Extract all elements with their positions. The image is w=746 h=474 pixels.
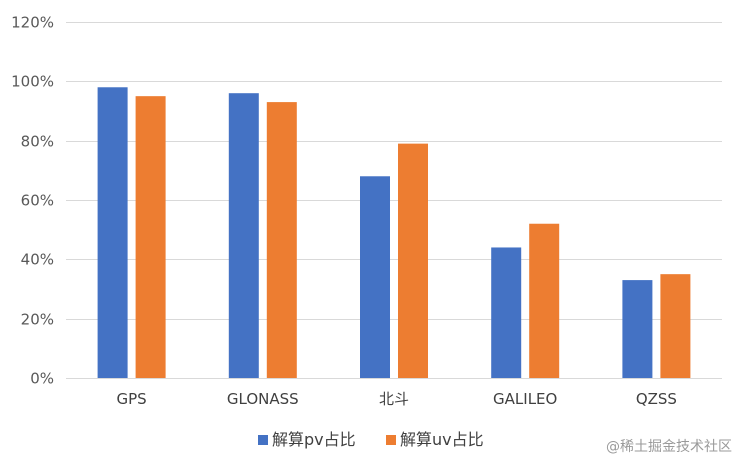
y-tick-label: 0% xyxy=(30,370,54,388)
x-category-label: GPS xyxy=(116,390,146,408)
bar-series1-5 xyxy=(622,280,653,378)
bar-series1-2 xyxy=(228,93,259,378)
y-tick-label: 80% xyxy=(21,133,54,151)
bar-series2-3 xyxy=(398,143,428,378)
x-category-label: GLONASS xyxy=(227,390,299,408)
x-category-label: 北斗 xyxy=(379,390,409,408)
legend-swatch xyxy=(258,435,268,445)
y-tick-label: 60% xyxy=(21,192,54,210)
bars xyxy=(97,87,691,379)
y-tick-label: 120% xyxy=(11,14,54,32)
bar-series1-4 xyxy=(491,247,522,378)
legend-label: 解算pv占比 xyxy=(272,430,356,449)
x-category-label: QZSS xyxy=(636,390,677,408)
watermark-text: @稀土掘金技术社区 xyxy=(606,439,732,455)
y-tick-label: 40% xyxy=(21,251,54,269)
bar-series2-5 xyxy=(660,274,691,378)
y-tick-label: 20% xyxy=(21,311,54,329)
x-category-label: GALILEO xyxy=(493,390,557,408)
y-tick-label: 100% xyxy=(11,73,54,91)
bar-series1-1 xyxy=(97,87,128,379)
bar-series2-1 xyxy=(135,96,166,379)
gridlines xyxy=(66,22,722,379)
legend-swatch xyxy=(386,435,396,445)
y-axis-tick-labels: 0% 20% 40% 60% 80% 100% 120% xyxy=(11,14,54,388)
legend: 解算pv占比 解算uv占比 xyxy=(258,430,484,449)
bar-series2-2 xyxy=(266,102,297,378)
bar-series2-4 xyxy=(529,223,560,378)
bar-series1-3 xyxy=(360,176,390,378)
legend-label: 解算uv占比 xyxy=(400,430,484,449)
x-axis-category-labels: GPS GLONASS 北斗 GALILEO QZSS xyxy=(116,390,676,408)
